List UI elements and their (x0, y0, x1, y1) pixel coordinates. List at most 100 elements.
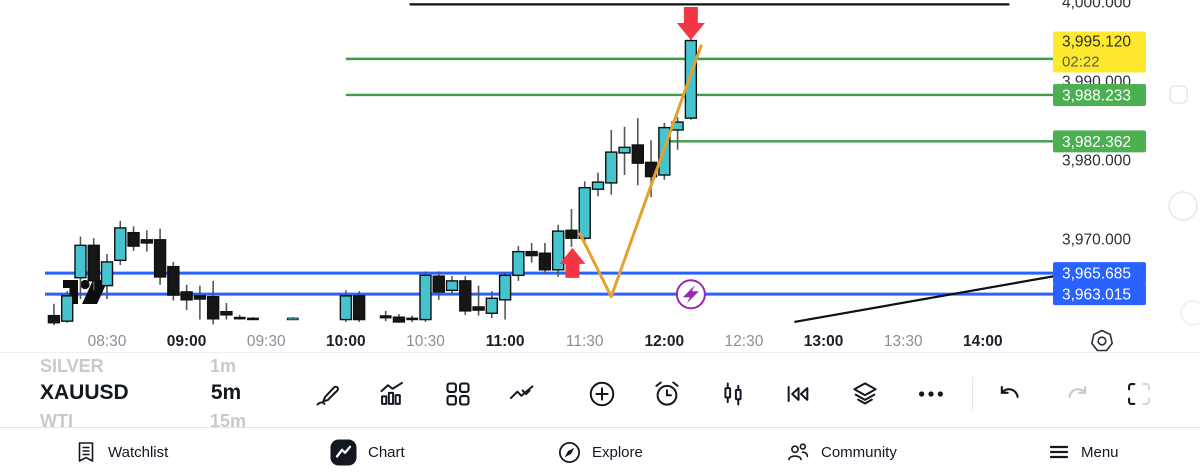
redo-button[interactable] (1055, 372, 1099, 416)
price-label-text: 3,965.685 (1062, 266, 1131, 283)
candlestick (220, 302, 233, 320)
draw-tool-button[interactable] (306, 372, 350, 416)
bar-countdown-text: 02:22 (1062, 54, 1100, 71)
plus-circle-icon (589, 381, 615, 407)
symbol-label: WTI (40, 411, 73, 431)
candle-style-button[interactable] (711, 372, 755, 416)
indicators-button[interactable] (370, 372, 414, 416)
more-button[interactable] (909, 372, 953, 416)
rewind-replay-icon (787, 386, 809, 402)
candlestick (247, 317, 259, 321)
hamburger-menu-icon (1049, 445, 1069, 459)
time-axis-label: 08:30 (88, 333, 127, 350)
candlestick (87, 238, 100, 291)
object-tree-button[interactable] (843, 372, 887, 416)
chart-active-icon (330, 439, 357, 465)
buy-arrow-up[interactable] (559, 247, 586, 278)
rising-trendline[interactable] (794, 275, 1055, 324)
time-axis-label: 11:00 (486, 333, 525, 350)
green-price-label (1053, 130, 1146, 153)
layers-icon (853, 382, 877, 405)
indicators-chart-icon (380, 381, 403, 405)
replay-button[interactable] (776, 372, 820, 416)
undo-icon (1000, 385, 1019, 398)
candlestick (127, 226, 140, 251)
candlestick (392, 314, 406, 323)
time-axis-label: 10:00 (326, 333, 366, 350)
candlestick (445, 276, 459, 296)
candlestick (578, 181, 591, 243)
pencil-draw-icon (316, 385, 339, 406)
candlestick (512, 246, 525, 281)
undo-button[interactable] (988, 372, 1032, 416)
sell-arrow-down[interactable] (676, 6, 705, 40)
candlestick (406, 315, 419, 322)
candlestick (472, 285, 485, 316)
time-axis-label: 13:00 (804, 333, 844, 350)
side-panel-circle-icon[interactable] (1168, 191, 1198, 221)
price-axis-tick: 3,970.000 (1062, 232, 1131, 249)
candlestick (591, 172, 605, 197)
nav-label: Explore (592, 443, 643, 461)
fullscreen-icon (1128, 383, 1150, 405)
candlestick (100, 254, 114, 300)
nav-label: Community (821, 443, 897, 461)
candlestick (339, 290, 353, 322)
more-dots-icon (919, 391, 943, 397)
price-label-text: 3,988.233 (1062, 87, 1131, 104)
orange-zigzag-line[interactable] (578, 44, 703, 299)
candlestick (233, 314, 246, 320)
price-axis-tick: 4,000.000 (1062, 0, 1131, 12)
side-panel-handle-icon[interactable] (1169, 85, 1188, 104)
patterns-button[interactable] (500, 372, 544, 416)
candlestick (153, 228, 167, 285)
nav-label: Watchlist (108, 443, 169, 461)
fullscreen-button[interactable] (1117, 372, 1161, 416)
explore-compass-icon (558, 441, 581, 463)
time-axis-label: 11:30 (566, 333, 604, 350)
grid-layout-icon (446, 382, 470, 406)
candlestick (180, 284, 193, 311)
bottom-nav-bar: Watchlist Chart Explore Community (0, 427, 1200, 476)
candlestick (47, 303, 61, 326)
toolbar-row: SILVER 1m XAUUSD 5m WTI 15m (0, 352, 1200, 431)
time-axis-label: 10:30 (406, 333, 445, 350)
candlestick (167, 261, 180, 301)
community-people-icon (788, 443, 809, 461)
add-button[interactable] (580, 372, 624, 416)
price-chart[interactable]: 4,000.0003,990.0003,980.0003,970.0003,98… (0, 0, 1200, 352)
price-label-text: 3,963.015 (1062, 287, 1131, 304)
candlestick (605, 129, 618, 195)
blue-price-label (1053, 283, 1146, 306)
symbol-picker-row-xauusd[interactable]: XAUUSD 5m (40, 381, 241, 405)
nav-item-chart[interactable]: Chart (330, 428, 405, 476)
candlestick (551, 224, 565, 277)
nav-item-watchlist[interactable]: Watchlist (75, 428, 168, 476)
time-axis-label: 09:30 (247, 333, 286, 350)
candlestick (140, 230, 154, 252)
interval-label: 1m (210, 356, 237, 376)
price-label-text: 3,982.362 (1062, 134, 1131, 151)
layouts-button[interactable] (436, 372, 480, 416)
lightning-circle-icon[interactable] (675, 279, 706, 310)
candlestick (459, 276, 472, 315)
current-price-text: 3,995.120 (1062, 34, 1131, 51)
price-axis-tick: 3,980.000 (1062, 153, 1131, 170)
candlestick (419, 271, 432, 322)
toolbar-divider (972, 377, 973, 411)
time-axis-settings-icon[interactable] (1091, 329, 1113, 352)
side-panel-circle-icon[interactable] (1180, 300, 1200, 326)
candlestick (432, 271, 445, 300)
candlestick (352, 291, 366, 322)
candlestick (286, 317, 299, 321)
symbol-picker-row-wti[interactable]: WTI 15m (40, 411, 246, 432)
nav-item-menu[interactable]: Menu (1048, 428, 1119, 476)
candlestick (60, 291, 74, 323)
nav-item-explore[interactable]: Explore (558, 428, 643, 476)
alert-button[interactable] (645, 372, 689, 416)
nav-item-community[interactable]: Community (786, 428, 897, 476)
candlestick-style-icon (724, 382, 742, 406)
symbol-picker-row-silver[interactable]: SILVER 1m (40, 356, 236, 377)
symbol-label: XAUUSD (40, 381, 129, 404)
